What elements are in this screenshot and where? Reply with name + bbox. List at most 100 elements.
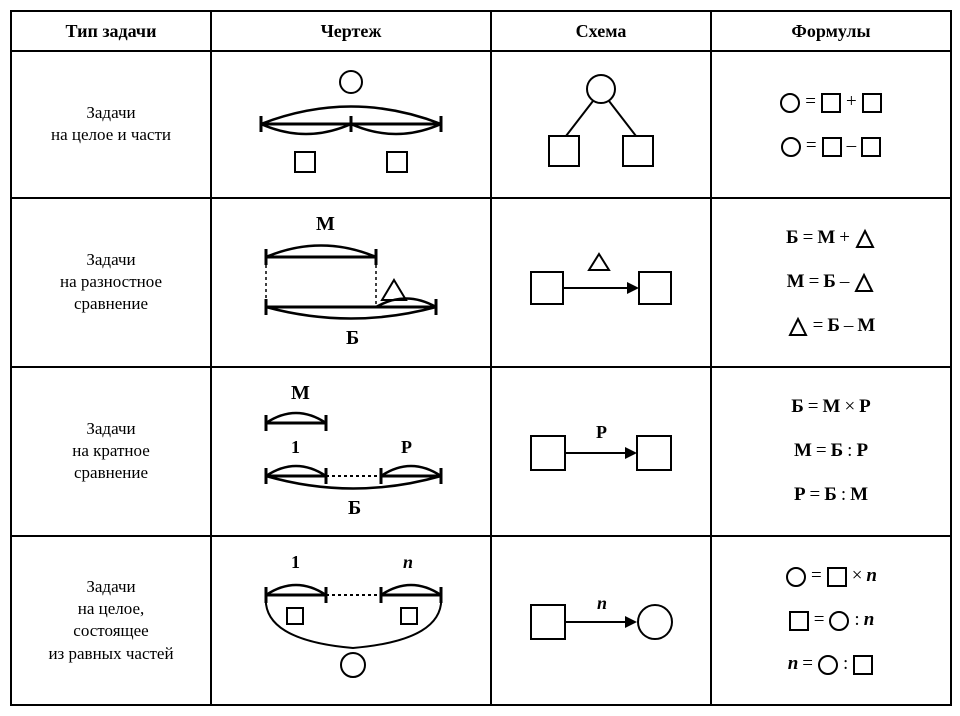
formula-text: + (839, 220, 850, 256)
drawing-cell: М Б (211, 198, 491, 367)
drawing-cell: М 1 Р Б (211, 367, 491, 536)
formula-text: Б (831, 433, 844, 469)
svg-text:n: n (403, 552, 413, 572)
formula-cell: =+=– (711, 51, 951, 198)
circle-icon (779, 92, 801, 114)
scheme-whole-parts (511, 64, 691, 184)
header-scheme: Схема (491, 11, 711, 51)
table-row: Задачи на кратное сравнение М 1 Р (11, 367, 951, 536)
type-cell: Задачи на целое, состоящее из равных час… (11, 536, 211, 705)
drawing-cell (211, 51, 491, 198)
formula-text: = (809, 264, 820, 300)
formula-text: Б (823, 264, 836, 300)
formula-text: = (806, 128, 817, 164)
formula-text: = (802, 646, 813, 682)
svg-text:Б: Б (348, 497, 361, 519)
svg-text:Р: Р (596, 422, 607, 442)
formula-text: = (808, 389, 819, 425)
table-row: Задачи на целое и части (11, 51, 951, 198)
svg-text:Р: Р (401, 437, 412, 457)
formula-text: = (816, 433, 827, 469)
circle-icon (828, 610, 850, 632)
formula-text: Б (791, 389, 804, 425)
formula-line: Р = Б : М (794, 477, 868, 513)
formula-text: М (850, 477, 868, 513)
triangle-icon (854, 228, 876, 250)
square-icon (826, 566, 848, 588)
formula-cell: Б = М × РМ = Б : РР = Б : М (711, 367, 951, 536)
formula-text: М (823, 389, 841, 425)
svg-text:1: 1 (291, 552, 300, 572)
square-icon (788, 610, 810, 632)
formula-text: : (854, 602, 859, 638)
formula-text: Б (786, 220, 799, 256)
formula-line: М = Б – (787, 264, 876, 300)
formula-text: Б (827, 308, 840, 344)
formula-text: : (847, 433, 852, 469)
formula-text: Б (824, 477, 837, 513)
square-icon (860, 136, 882, 158)
formula-text: Р (794, 477, 806, 513)
svg-text:М: М (316, 213, 335, 235)
formula-line: = Б – М (787, 308, 876, 344)
formula-text: = (811, 558, 822, 594)
formula-text: = (803, 220, 814, 256)
type-cell: Задачи на целое и части (11, 51, 211, 198)
scheme-cell (491, 51, 711, 198)
formula-text: n (864, 602, 875, 638)
drawing-equal-parts: 1 n (231, 550, 471, 690)
formula-text: + (846, 84, 857, 120)
formula-text: × (852, 558, 863, 594)
header-formulas: Формулы (711, 11, 951, 51)
circle-icon (817, 654, 839, 676)
triangle-icon (853, 272, 875, 294)
formula-text: Р (856, 433, 868, 469)
formula-text: × (844, 389, 855, 425)
formula-line: М = Б : Р (794, 433, 868, 469)
formula-text: = (814, 602, 825, 638)
formula-line: =– (780, 128, 882, 164)
formula-line: =:n (788, 602, 875, 638)
square-icon (820, 92, 842, 114)
formula-line: Б = М × Р (791, 389, 871, 425)
triangle-icon (787, 316, 809, 338)
svg-text:Б: Б (346, 327, 359, 349)
table-row: Задачи на целое, состоящее из равных час… (11, 536, 951, 705)
formula-text: n (866, 558, 877, 594)
drawing-difference: М Б (231, 212, 471, 352)
formula-cell: =×n=:nn = : (711, 536, 951, 705)
drawing-cell: 1 n (211, 536, 491, 705)
formula-text: = (813, 308, 824, 344)
formula-line: Б = М + (786, 220, 876, 256)
square-icon (861, 92, 883, 114)
formula-text: – (844, 308, 854, 344)
formula-text: – (840, 264, 850, 300)
formula-text: М (787, 264, 805, 300)
scheme-cell: n (491, 536, 711, 705)
table-row: Задачи на разностное сравнение М (11, 198, 951, 367)
formula-line: n = : (788, 646, 875, 682)
scheme-difference (511, 232, 691, 332)
scheme-cell: Р (491, 367, 711, 536)
drawing-whole-parts (231, 64, 471, 184)
svg-text:1: 1 (291, 437, 300, 457)
formula-line: = ×n (785, 558, 877, 594)
problem-types-table: Тип задачи Чертеж Схема Формулы Задачи н… (10, 10, 952, 706)
formula-text: – (847, 128, 857, 164)
formula-text: : (841, 477, 846, 513)
formula-text: Р (859, 389, 871, 425)
formula-text: = (805, 84, 816, 120)
formula-line: =+ (779, 84, 882, 120)
header-drawing: Чертеж (211, 11, 491, 51)
formula-text: М (817, 220, 835, 256)
scheme-equal-parts: n (511, 575, 691, 665)
circle-icon (780, 136, 802, 158)
circle-icon (785, 566, 807, 588)
svg-text:М: М (291, 382, 310, 404)
formula-text: М (794, 433, 812, 469)
scheme-cell (491, 198, 711, 367)
formula-text: М (857, 308, 875, 344)
formula-cell: Б = М + М = Б – = Б – М (711, 198, 951, 367)
header-type: Тип задачи (11, 11, 211, 51)
formula-text: = (810, 477, 821, 513)
